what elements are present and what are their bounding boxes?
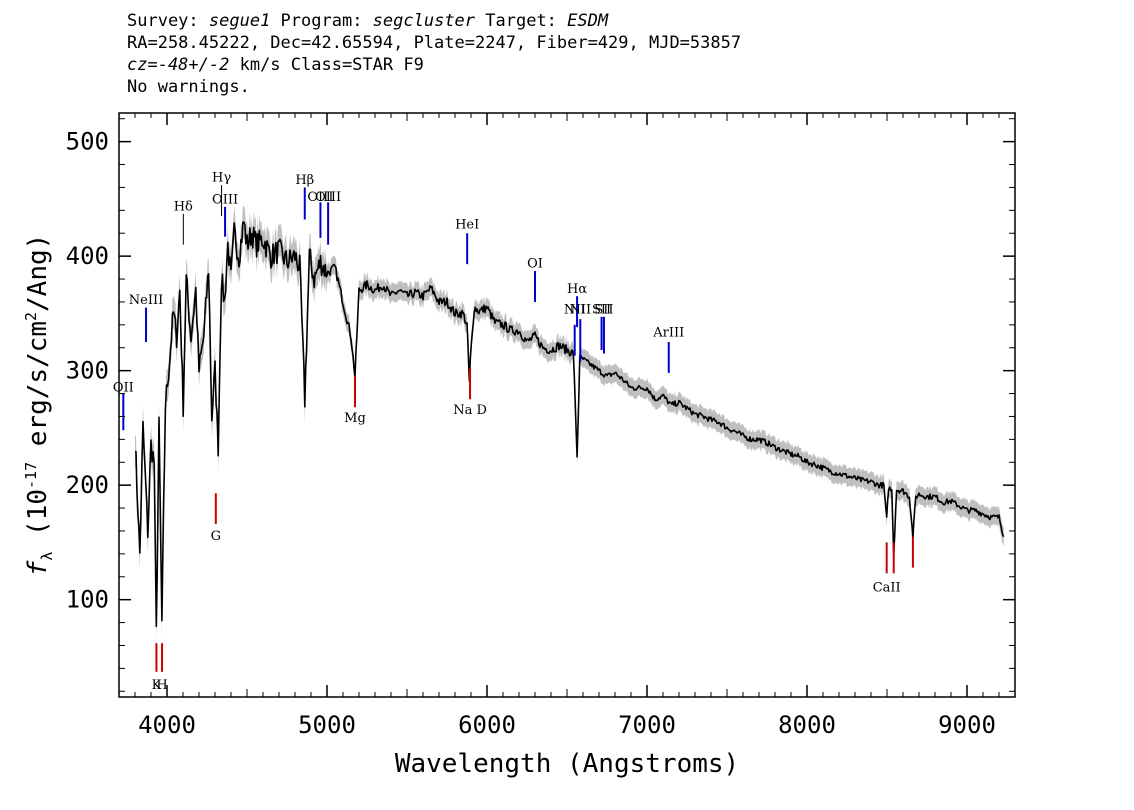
- flux-error-band: [135, 206, 1004, 643]
- flux-line: [134, 221, 1005, 628]
- spectral-line-label: H: [156, 678, 167, 693]
- survey-value: segue1: [208, 11, 271, 31]
- x-tick-label: 9000: [938, 711, 996, 739]
- program-value: segcluster: [372, 11, 476, 31]
- axes: 4000 5000 6000 7000 8000 9000 100 200 300 400 500: [66, 113, 1015, 739]
- flux-series-layer: [134, 221, 1005, 628]
- error-band-layer: [135, 206, 1004, 643]
- target-label: Target:: [475, 11, 568, 31]
- y-axis-label: fλ (10-17 erg/s/cm2/Ang): [22, 234, 56, 577]
- x-axis-label: Wavelength (Angstroms): [395, 749, 739, 779]
- x-tick-label: 7000: [618, 711, 676, 739]
- header-line-survey: Survey: segue1 Program: segcluster Targe…: [127, 10, 741, 32]
- spectral-line-label: NeIII: [129, 293, 163, 308]
- class-text: km/s Class=STAR F9: [229, 55, 424, 75]
- y-tick-label: 200: [66, 471, 109, 499]
- spectral-line-label: OIII: [315, 190, 341, 205]
- y-tick-label: 400: [66, 242, 109, 270]
- spectral-line-label: Hδ: [174, 199, 193, 214]
- spectral-line-label: HeI: [455, 218, 479, 233]
- spectral-line-label: OIII: [307, 190, 333, 205]
- x-tick-label: 6000: [458, 711, 516, 739]
- spectral-line-label: K: [152, 678, 162, 693]
- spectral-line-label: Hβ: [295, 173, 314, 188]
- header-line-class: cz=-48+/-2 km/s Class=STAR F9: [127, 54, 741, 76]
- spectrum-header: Survey: segue1 Program: segcluster Targe…: [127, 10, 741, 98]
- spectral-line-label: NII: [564, 302, 586, 317]
- redshift-value: cz=-48+/-2: [127, 55, 230, 75]
- y-tick-label: 300: [66, 357, 109, 385]
- plot-frame: [118, 112, 1016, 698]
- spectral-line-label: ArIII: [652, 325, 684, 340]
- header-line-coords: RA=258.45222, Dec=42.65594, Plate=2247, …: [127, 33, 742, 53]
- spectral-line-label: Na D: [453, 403, 487, 418]
- spectral-line-label: SII: [592, 302, 611, 317]
- x-tick-label: 4000: [138, 711, 196, 739]
- spectral-line-label: Hγ: [212, 171, 231, 186]
- spectral-line-label: Mg: [344, 411, 366, 426]
- survey-label: Survey:: [127, 11, 209, 31]
- spectral-line-label: OI: [527, 257, 543, 272]
- spectral-line-label: CaII: [873, 581, 901, 596]
- spectral-line-label: Hα: [567, 282, 587, 297]
- spectral-line-label: G: [211, 529, 221, 544]
- spectral-line-label: OII: [113, 380, 134, 395]
- target-value: ESDM: [567, 11, 609, 31]
- x-tick-label: 8000: [778, 711, 836, 739]
- spectral-line-label: SII: [594, 302, 613, 317]
- y-tick-label: 100: [66, 586, 109, 614]
- spectral-line-label: OIII: [212, 192, 238, 207]
- x-tick-label: 5000: [298, 711, 356, 739]
- header-line-warnings: No warnings.: [127, 77, 250, 97]
- spectral-line-label: NII: [569, 302, 591, 317]
- y-tick-label: 500: [66, 128, 109, 156]
- program-label: Program:: [270, 11, 373, 31]
